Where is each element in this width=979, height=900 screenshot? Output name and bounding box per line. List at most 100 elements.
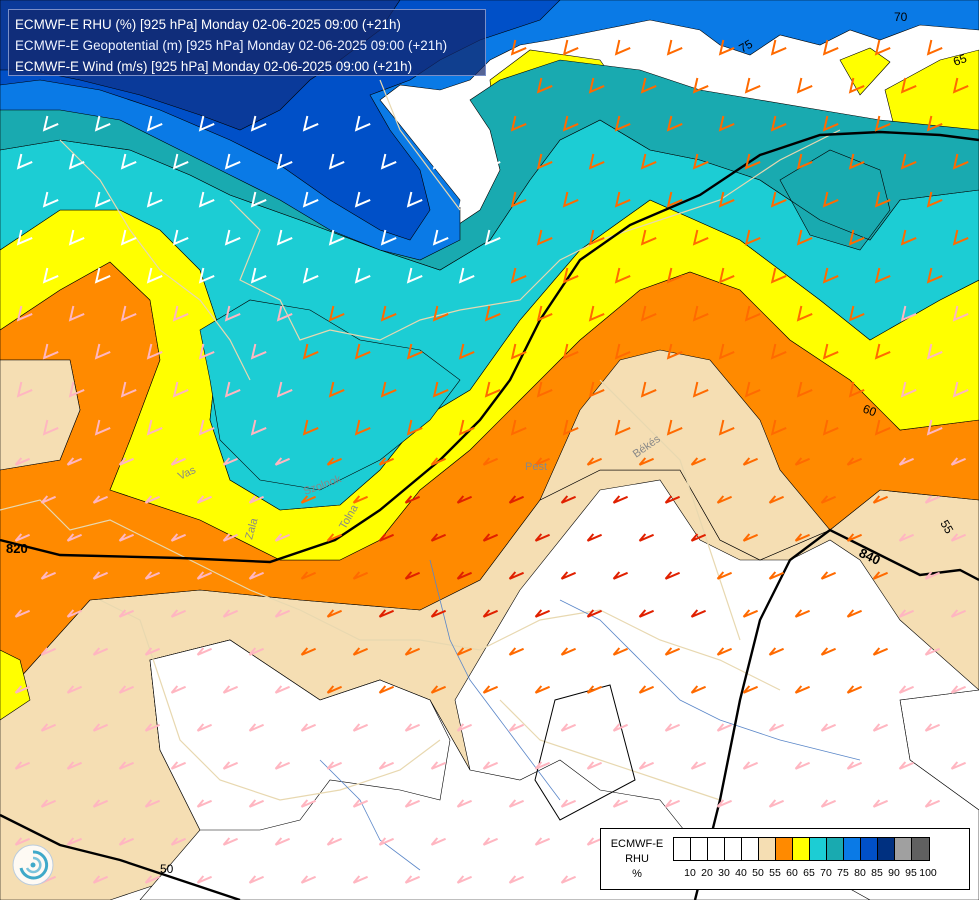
wind-barb bbox=[534, 685, 550, 694]
wind-barb bbox=[172, 305, 189, 322]
wind-barb bbox=[768, 647, 784, 656]
wind-barb bbox=[872, 723, 888, 732]
wind-barb bbox=[170, 533, 186, 542]
wind-barb bbox=[352, 647, 368, 656]
wind-barb bbox=[898, 533, 914, 542]
wind-barb bbox=[510, 115, 527, 132]
wind-barb bbox=[874, 39, 891, 56]
wind-barb bbox=[274, 837, 290, 846]
wind-barb bbox=[406, 115, 423, 132]
legend: ECMWF-E RHU % 10 20 30 40 50 55 60 65 70 75 80 85 90… bbox=[600, 828, 970, 890]
wind-barb bbox=[690, 457, 706, 466]
wind-barb bbox=[94, 115, 111, 132]
wind-barb bbox=[380, 229, 397, 246]
wind-barb bbox=[768, 723, 784, 732]
wind-barb bbox=[68, 229, 85, 246]
wind-barb bbox=[664, 723, 680, 732]
wind-barb bbox=[534, 761, 550, 770]
wind-barb bbox=[666, 191, 683, 208]
legend-swatch bbox=[861, 838, 878, 860]
wind-barb bbox=[716, 799, 732, 808]
wind-barb bbox=[614, 343, 631, 360]
wind-barb bbox=[690, 533, 706, 542]
wind-barb bbox=[586, 837, 602, 846]
legend-tick: 50 bbox=[752, 867, 764, 879]
wind-barb bbox=[924, 495, 940, 504]
wind-barb bbox=[820, 723, 836, 732]
wind-barb bbox=[794, 761, 810, 770]
wind-barb bbox=[66, 685, 82, 694]
wind-barb bbox=[716, 571, 732, 580]
wind-barb bbox=[770, 191, 787, 208]
wind-barb bbox=[666, 343, 683, 360]
contour-label-55: 55 bbox=[937, 518, 956, 537]
wind-barb bbox=[300, 647, 316, 656]
wind-barb bbox=[482, 761, 498, 770]
wind-barb bbox=[586, 609, 602, 618]
legend-swatch bbox=[895, 838, 912, 860]
wind-barb bbox=[458, 419, 475, 436]
wind-barb bbox=[248, 571, 264, 580]
wind-barb bbox=[768, 571, 784, 580]
wind-barb bbox=[404, 723, 420, 732]
wind-barb bbox=[614, 419, 631, 436]
wind-barb bbox=[692, 305, 709, 322]
wind-barb bbox=[198, 191, 215, 208]
legend-swatch bbox=[912, 838, 929, 860]
legend-swatches bbox=[673, 837, 930, 861]
wind-barb bbox=[848, 381, 865, 398]
wind-barb bbox=[848, 229, 865, 246]
wind-barb bbox=[146, 419, 163, 436]
wind-barb bbox=[508, 647, 524, 656]
wind-barb bbox=[14, 533, 30, 542]
wind-barb bbox=[562, 419, 579, 436]
wind-barb bbox=[196, 875, 212, 884]
wind-barb bbox=[456, 571, 472, 580]
wind-barb bbox=[302, 267, 319, 284]
wind-barb bbox=[118, 533, 134, 542]
wind-barb bbox=[302, 343, 319, 360]
wind-barb bbox=[718, 39, 735, 56]
wind-barb bbox=[820, 495, 836, 504]
wind-barb bbox=[224, 229, 241, 246]
wind-barb bbox=[146, 115, 163, 132]
wind-barb bbox=[430, 761, 446, 770]
wind-barb bbox=[14, 457, 30, 466]
wind-barb bbox=[42, 115, 59, 132]
wind-barb bbox=[326, 837, 342, 846]
wind-barb bbox=[378, 533, 394, 542]
wind-barb bbox=[612, 799, 628, 808]
wind-barb bbox=[144, 799, 160, 808]
wind-barb bbox=[68, 153, 85, 170]
wind-barb bbox=[328, 229, 345, 246]
wind-barb bbox=[640, 229, 657, 246]
wind-barb bbox=[924, 647, 940, 656]
wind-barb bbox=[94, 267, 111, 284]
wind-barb bbox=[482, 685, 498, 694]
wind-barb bbox=[950, 685, 966, 694]
legend-swatch bbox=[878, 838, 895, 860]
wind-barb bbox=[300, 495, 316, 504]
legend-tick: 75 bbox=[837, 867, 849, 879]
wind-barb bbox=[900, 153, 917, 170]
wind-barb bbox=[42, 343, 59, 360]
rhu-60-65-west bbox=[0, 649, 31, 721]
wind-barb bbox=[170, 761, 186, 770]
wind-barb bbox=[458, 115, 475, 132]
wind-barb bbox=[742, 457, 758, 466]
wind-barb bbox=[872, 799, 888, 808]
wind-barb bbox=[794, 533, 810, 542]
wind-barb bbox=[536, 153, 553, 170]
wind-barb bbox=[222, 761, 238, 770]
wind-barb bbox=[846, 533, 862, 542]
wind-barb bbox=[222, 685, 238, 694]
wind-barb bbox=[276, 153, 293, 170]
wind-barb bbox=[560, 723, 576, 732]
wind-barb bbox=[406, 267, 423, 284]
wind-barb bbox=[458, 267, 475, 284]
wind-barb bbox=[222, 609, 238, 618]
place-label-zala: Zala bbox=[243, 516, 260, 541]
wind-barb bbox=[144, 495, 160, 504]
wind-barb bbox=[926, 191, 943, 208]
wind-barb bbox=[196, 647, 212, 656]
